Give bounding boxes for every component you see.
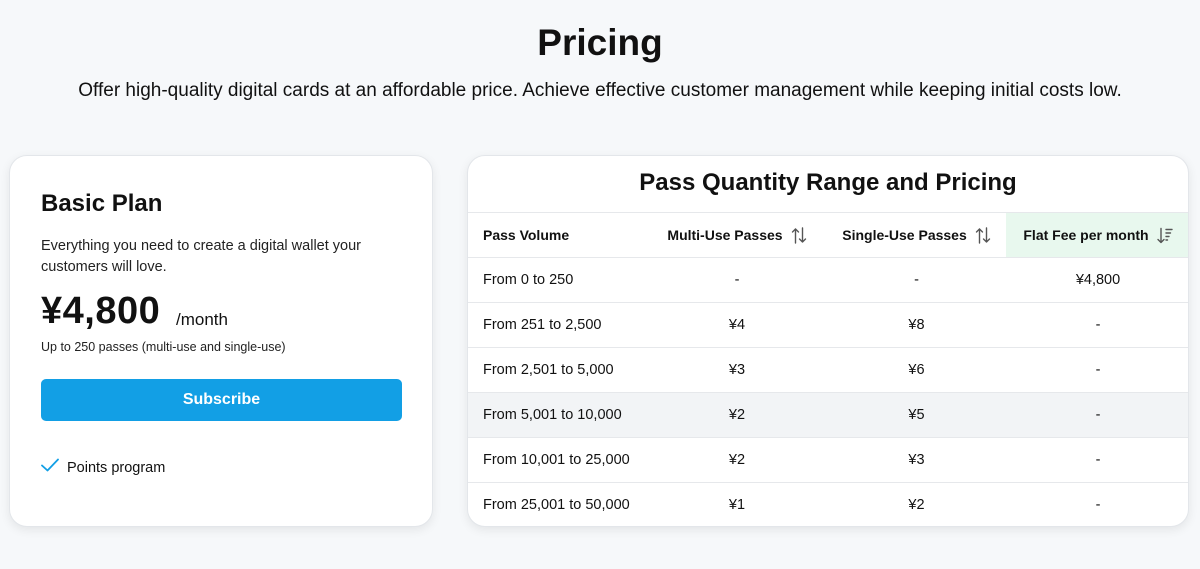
subscribe-button[interactable]: Subscribe <box>41 379 402 421</box>
feature-item: Points program <box>41 458 165 477</box>
page-subtitle: Offer high-quality digital cards at an a… <box>78 80 1122 101</box>
column-header-pass-volume: Pass Volume <box>468 212 647 258</box>
plan-description: Everything you need to create a digital … <box>41 238 361 275</box>
column-header-single-use[interactable]: Single-Use Passes <box>827 212 1006 258</box>
cell-flat-fee: ¥4,800 <box>1006 257 1188 303</box>
cell-flat-fee: - <box>1006 392 1188 438</box>
cell-flat-fee: - <box>1006 482 1188 526</box>
cell-single-use: ¥2 <box>827 482 1006 526</box>
sort-arrows-icon[interactable] <box>791 226 807 244</box>
cell-single-use: ¥6 <box>827 347 1006 393</box>
cell-flat-fee: - <box>1006 437 1188 483</box>
check-icon <box>41 458 59 477</box>
cell-single-use: ¥8 <box>827 302 1006 348</box>
cell-pass-volume: From 251 to 2,500 <box>468 302 647 348</box>
sort-arrows-icon[interactable] <box>975 226 991 244</box>
table-row: From 0 to 250 - - ¥4,800 <box>468 257 1188 303</box>
page-title: Pricing <box>537 22 663 63</box>
plan-name: Basic Plan <box>41 190 163 217</box>
cell-pass-volume: From 10,001 to 25,000 <box>468 437 647 483</box>
cell-multi-use: ¥4 <box>647 302 827 348</box>
plan-period: /month <box>176 310 228 329</box>
cell-pass-volume: From 2,501 to 5,000 <box>468 347 647 393</box>
table-row-highlighted: From 5,001 to 10,000 ¥2 ¥5 - <box>468 392 1188 438</box>
table-title: Pass Quantity Range and Pricing <box>639 169 1017 196</box>
column-header-multi-use[interactable]: Multi-Use Passes <box>647 212 827 258</box>
table-row: From 2,501 to 5,000 ¥3 ¥6 - <box>468 347 1188 393</box>
cell-multi-use: - <box>647 257 827 303</box>
table-header-row: Pass Volume Multi-Use Passes Single-Use … <box>468 212 1188 258</box>
cell-single-use: - <box>827 257 1006 303</box>
table-row: From 10,001 to 25,000 ¥2 ¥3 - <box>468 437 1188 483</box>
feature-label: Points program <box>67 459 166 476</box>
cell-pass-volume: From 25,001 to 50,000 <box>468 482 647 526</box>
cell-single-use: ¥3 <box>827 437 1006 483</box>
cell-flat-fee: - <box>1006 302 1188 348</box>
pricing-table: Pass Volume Multi-Use Passes Single-Use … <box>468 212 1188 526</box>
plan-card: Basic Plan Everything you need to create… <box>9 155 433 527</box>
cell-pass-volume: From 5,001 to 10,000 <box>468 392 647 438</box>
sort-descending-icon[interactable] <box>1156 227 1173 244</box>
cell-multi-use: ¥2 <box>647 392 827 438</box>
cell-single-use: ¥5 <box>827 392 1006 438</box>
cell-pass-volume: From 0 to 250 <box>468 257 647 303</box>
cell-multi-use: ¥3 <box>647 347 827 393</box>
column-header-flat-fee[interactable]: Flat Fee per month <box>1006 212 1188 258</box>
table-row: From 251 to 2,500 ¥4 ¥8 - <box>468 302 1188 348</box>
plan-limit: Up to 250 passes (multi-use and single-u… <box>41 340 286 354</box>
cell-multi-use: ¥2 <box>647 437 827 483</box>
table-row: From 25,001 to 50,000 ¥1 ¥2 - <box>468 482 1188 526</box>
cell-flat-fee: - <box>1006 347 1188 393</box>
plan-price: ¥4,800 <box>41 290 161 332</box>
cell-multi-use: ¥1 <box>647 482 827 526</box>
pricing-table-card: Pass Quantity Range and Pricing Pass Vol… <box>467 155 1189 527</box>
